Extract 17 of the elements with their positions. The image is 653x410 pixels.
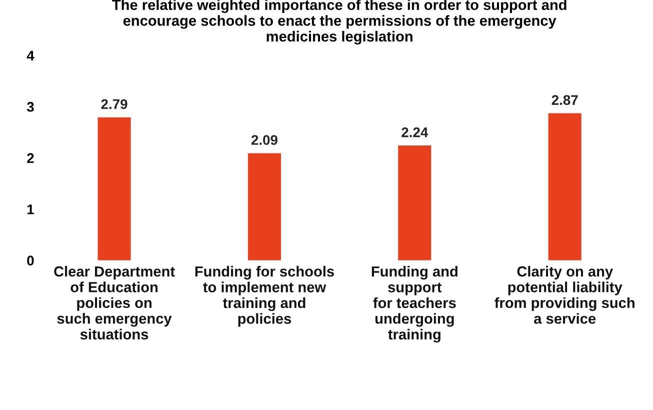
x-tick-label: Clarity on any potential liability from providing such a service [494,266,634,324]
data-label: 2.87 [552,95,578,105]
y-tick-label: 2 [27,153,34,163]
bar [248,153,281,260]
y-tick-label: 1 [27,204,34,214]
data-label: 2.09 [251,135,278,145]
y-tick-label: 0 [27,256,34,266]
data-label: 2.24 [402,127,428,138]
y-tick-label: 4 [26,50,34,60]
x-tick-label: Clear Department of Education policies on such emergency situations [54,266,175,340]
x-tick-label: Funding for schools to implement new training and policies [195,266,334,327]
data-label: 2.79 [101,99,128,110]
bar [548,113,582,260]
x-tick-label: Funding and support for teachers undergoing training [372,266,458,343]
y-tick-label: 3 [26,102,34,112]
bar [398,146,432,260]
bar [98,117,131,260]
